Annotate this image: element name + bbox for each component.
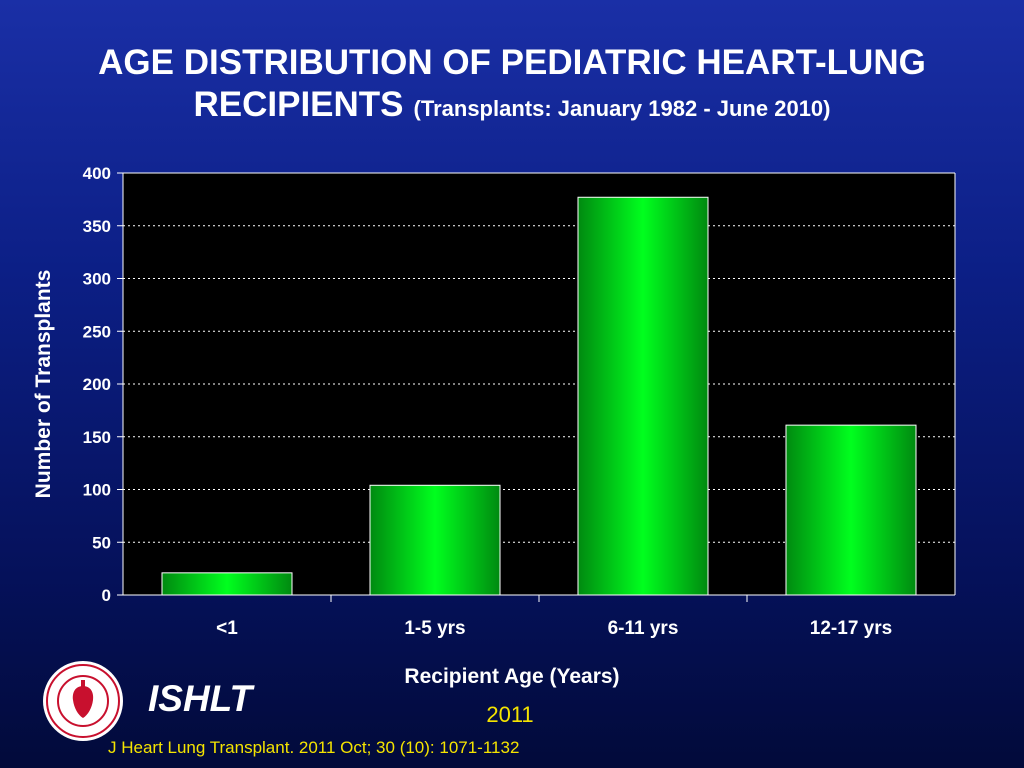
title-line-2: RECIPIENTS (Transplants: January 1982 - J… [0, 84, 1024, 130]
bar [785, 424, 917, 596]
x-tick-label: 1-5 yrs [404, 618, 465, 639]
bar [577, 196, 709, 596]
y-axis-label: Number of Transplants [32, 270, 55, 499]
publication-year: 2011 [486, 702, 534, 727]
x-tick-label: 6-11 yrs [608, 618, 679, 639]
y-tick-label: 300 [83, 270, 111, 289]
citation: J Heart Lung Transplant. 2011 Oct; 30 (1… [108, 738, 520, 757]
title-line-1: AGE DISTRIBUTION OF PEDIATRIC HEART-LUNG [98, 43, 926, 82]
y-tick-label: 250 [83, 322, 111, 341]
axes [117, 172, 956, 602]
title-line-2-main: RECIPIENTS [193, 85, 404, 124]
x-tick-labels: <1 1-5 yrs 6-11 yrs 12-17 yrs [216, 618, 892, 639]
org-name: ISHLT [148, 678, 253, 719]
y-tick-label: 50 [92, 533, 111, 552]
title-subtitle: (Transplants: January 1982 - June 2010) [413, 96, 831, 121]
y-tick-label: 150 [83, 428, 111, 447]
y-tick-label: 0 [102, 586, 111, 605]
chart-title: AGE DISTRIBUTION OF PEDIATRIC HEART-LUNG… [0, 42, 1024, 130]
y-tick-label: 400 [83, 164, 111, 183]
bar [369, 484, 501, 596]
bars [161, 196, 917, 596]
x-tick-label: <1 [216, 618, 238, 639]
x-axis-label: Recipient Age (Years) [404, 665, 619, 688]
bar [161, 572, 293, 596]
x-tick-label: 12-17 yrs [810, 618, 892, 639]
ishlt-logo [43, 661, 123, 741]
y-tick-label: 350 [83, 217, 111, 236]
y-tick-label: 100 [83, 481, 111, 500]
y-tick-label: 200 [83, 375, 111, 394]
y-tick-labels: 0 50 100 150 200 250 300 350 400 [83, 164, 111, 605]
